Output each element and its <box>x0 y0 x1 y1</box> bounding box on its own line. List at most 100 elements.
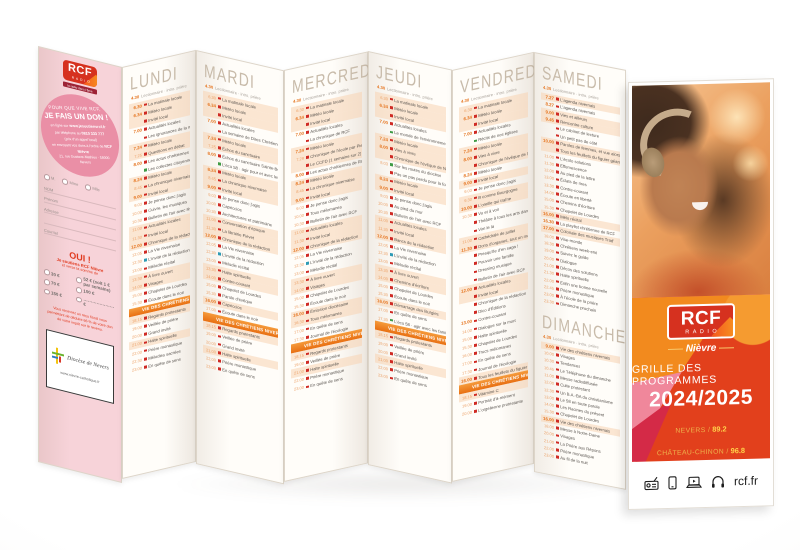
time-label <box>130 122 142 125</box>
civility-label: Mlle <box>92 185 100 193</box>
bullet-icon <box>556 207 559 211</box>
dash-left <box>667 348 683 351</box>
bullet-icon <box>474 180 477 184</box>
bullet-icon <box>218 277 221 281</box>
bullet-icon <box>390 269 393 273</box>
method-bold: 0810 333 777 <box>81 131 105 137</box>
bullet-icon <box>390 171 393 175</box>
time-label <box>460 223 472 226</box>
bullet-icon <box>390 335 393 339</box>
bullet-icon <box>390 302 393 306</box>
method-pre: en envoyant vos dons à l'ordre de <box>51 142 105 149</box>
early-time: 4.30 <box>131 94 140 101</box>
bullet-icon <box>306 229 309 233</box>
bullet-icon <box>556 112 559 116</box>
laptop-icon <box>686 476 702 488</box>
bullet-icon <box>144 103 147 107</box>
panel-cover: RCF RADIO Nièvre GRILLE DES PROGRAMMES 2… <box>628 78 774 511</box>
bullet-icon <box>306 270 309 274</box>
smartphone-icon <box>668 475 677 489</box>
bullet-icon <box>144 299 147 303</box>
time-label: 23.00 <box>293 384 304 393</box>
bullet-icon <box>556 141 559 145</box>
bullet-icon <box>144 250 147 254</box>
donation-appeal-circle: POUR QUE VIVE RCF, JE FAIS UN DON ! en l… <box>33 92 127 179</box>
cover-title: GRILLE DES PROGRAMMES <box>632 362 718 388</box>
bullet-icon <box>306 352 309 356</box>
bullet-icon <box>144 357 147 361</box>
bullet-icon <box>144 176 147 180</box>
bullet-icon <box>390 163 393 167</box>
donation-method-phone: par téléphone au 0810 333 777 (prix d'un… <box>41 130 119 144</box>
bullet-icon <box>556 368 559 372</box>
bullet-icon <box>144 316 147 320</box>
bullet-icon <box>474 351 477 356</box>
bullet-icon <box>474 237 477 241</box>
bullet-icon <box>144 160 147 164</box>
bullet-icon <box>474 409 477 413</box>
bullet-icon <box>390 122 393 126</box>
bullet-icon <box>144 144 147 148</box>
bullet-icon <box>218 170 221 174</box>
time-label: 20.00 <box>461 409 472 417</box>
headphones-band <box>632 97 722 190</box>
bullet-icon <box>218 351 221 355</box>
bullet-icon <box>218 129 221 133</box>
time-label <box>460 272 472 275</box>
bullet-icon <box>390 204 393 208</box>
bullet-icon <box>390 130 393 134</box>
bullet-icon <box>306 294 309 298</box>
bullet-icon <box>218 154 221 158</box>
bullet-icon <box>474 302 477 307</box>
bullet-icon <box>556 404 559 408</box>
time-label: 23.30 <box>543 298 554 306</box>
bullet-icon <box>474 376 477 380</box>
bullet-icon <box>556 265 559 269</box>
frequency-chateau-chinon: CHÂTEAU-CHINON /96.8 <box>653 437 749 461</box>
bullet-icon <box>218 301 221 305</box>
amount-label: 70 € <box>51 280 60 288</box>
schedule-list-samedi: 7.27 L'agenda nivernais 8.27 L'agenda niver… <box>541 92 620 319</box>
bullet-icon <box>556 119 559 123</box>
checkbox-icon <box>76 276 82 284</box>
bullet-icon <box>390 228 393 232</box>
bullet-icon <box>218 342 221 347</box>
bullet-icon <box>306 237 309 241</box>
bullet-icon <box>144 242 147 246</box>
diocese-box: Diocèse de Nevers www.nievre-catholique.… <box>46 328 114 404</box>
radio-icon <box>62 178 68 185</box>
early-time: 4.30 <box>461 97 470 105</box>
time-label <box>376 170 388 173</box>
bullet-icon <box>556 301 559 306</box>
time-label <box>542 133 554 135</box>
bullet-icon <box>144 111 147 115</box>
bullet-icon <box>556 346 559 350</box>
bullet-icon <box>474 122 477 126</box>
bullet-icon <box>306 278 309 282</box>
time-label <box>130 138 142 141</box>
diocese-name: Diocèse de Nevers <box>67 355 109 372</box>
amount-label: 150 € <box>51 290 62 298</box>
bullet-icon <box>474 261 477 266</box>
bullet-icon <box>556 97 559 101</box>
bullet-icon <box>556 148 559 152</box>
bullet-icon <box>556 104 559 109</box>
bullet-icon <box>474 220 477 225</box>
bullet-icon <box>390 376 393 380</box>
bullet-icon <box>474 270 477 274</box>
bullet-icon <box>474 253 477 257</box>
bullet-icon <box>218 268 221 273</box>
bullet-icon <box>556 126 559 130</box>
freq-value: 96.8 <box>730 445 746 455</box>
bullet-icon <box>556 250 559 254</box>
bullet-icon <box>474 229 477 233</box>
panel-donation: RCF RADIO la radio dans l'âme POUR QUE V… <box>33 46 127 483</box>
bullet-icon <box>474 319 477 323</box>
bullet-icon <box>306 245 309 249</box>
bullet-icon <box>306 106 309 110</box>
bullet-icon <box>474 130 477 135</box>
bullet-icon <box>556 214 559 218</box>
smile-detail <box>692 201 708 211</box>
checkbox-icon <box>44 268 50 276</box>
time-label <box>376 129 388 132</box>
